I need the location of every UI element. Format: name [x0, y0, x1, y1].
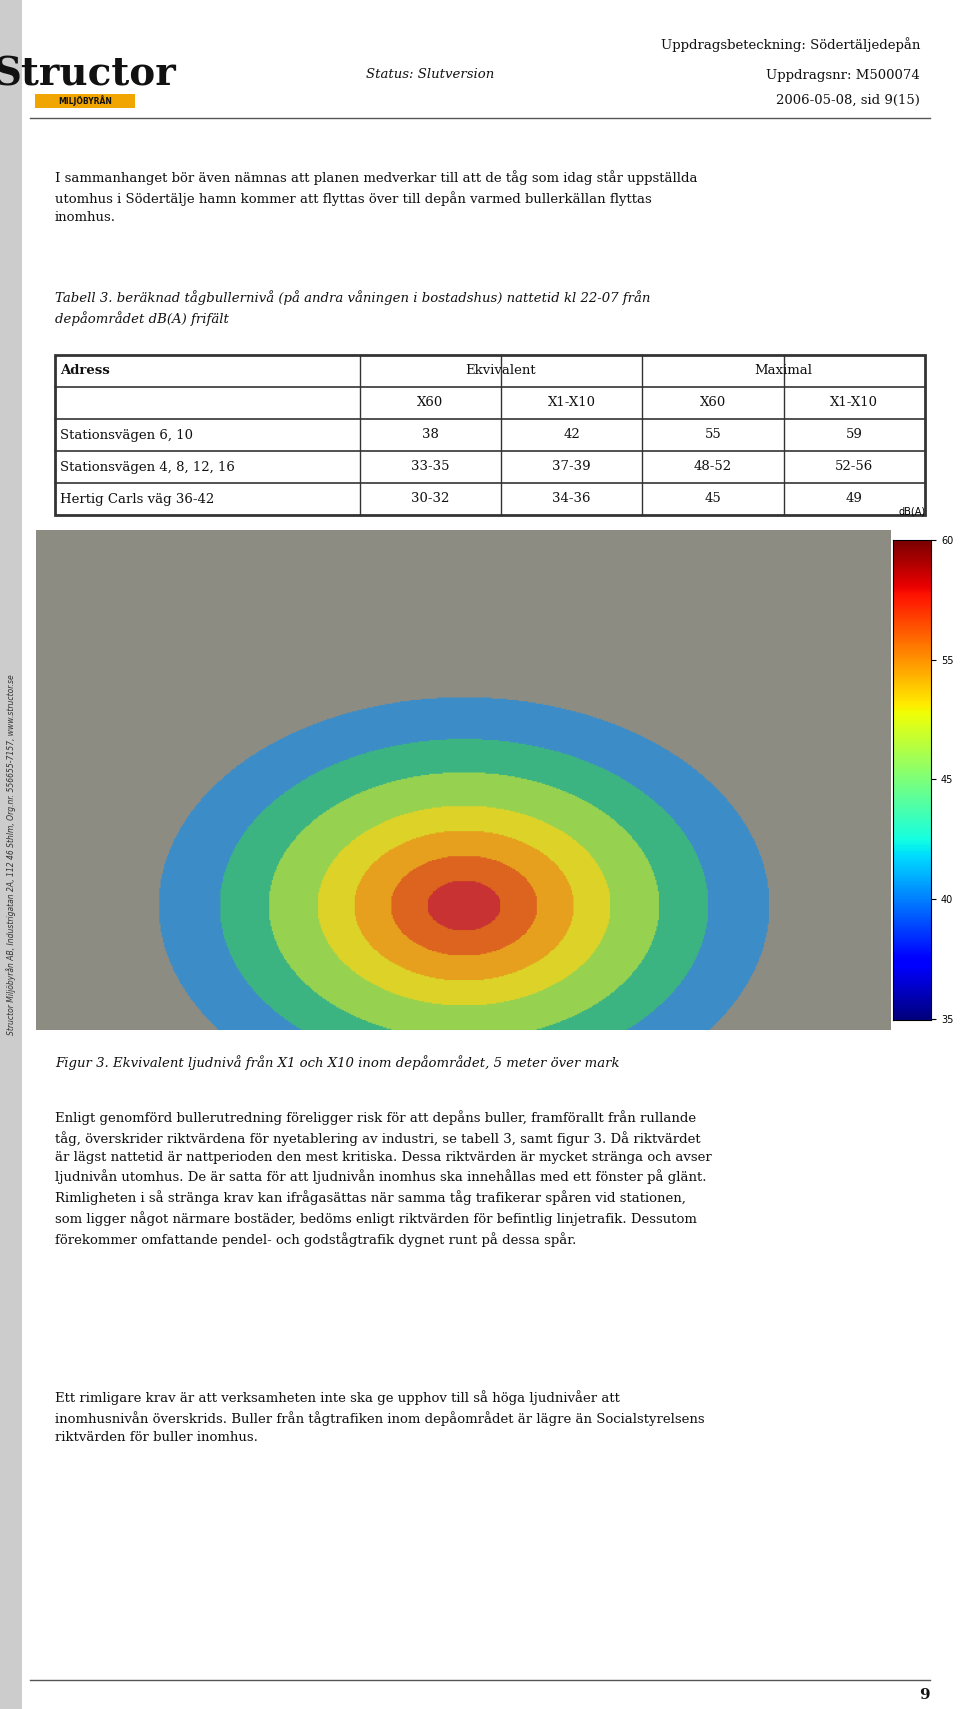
- Bar: [35, 94, 135, 108]
- Text: Hertig Carls väg 36-42: Hertig Carls väg 36-42: [60, 492, 214, 506]
- Bar: [0, 0, 22, 1709]
- Text: Stationsvägen 4, 8, 12, 16: Stationsvägen 4, 8, 12, 16: [60, 460, 235, 473]
- Text: 9: 9: [920, 1688, 930, 1702]
- Text: 42: 42: [564, 429, 580, 441]
- Text: Enligt genomförd bullerutredning föreligger risk för att depåns buller, framföra: Enligt genomförd bullerutredning förelig…: [55, 1111, 711, 1248]
- Text: 33-35: 33-35: [411, 460, 449, 473]
- Text: 34-36: 34-36: [552, 492, 590, 506]
- Text: X1-X10: X1-X10: [547, 396, 595, 410]
- Text: 37-39: 37-39: [552, 460, 590, 473]
- Text: Adress: Adress: [60, 364, 109, 378]
- Text: 2006-05-08, sid 9(15): 2006-05-08, sid 9(15): [776, 94, 920, 106]
- Text: 49: 49: [846, 492, 863, 506]
- Text: X60: X60: [700, 396, 726, 410]
- Text: Tabell 3. beräknad tågbullernivå (på andra våningen i bostadshus) nattetid kl 22: Tabell 3. beräknad tågbullernivå (på and…: [55, 291, 650, 326]
- Text: Figur 3. Ekvivalent ljudnivå från X1 och X10 inom depåområdet, 5 meter över mark: Figur 3. Ekvivalent ljudnivå från X1 och…: [55, 1054, 619, 1070]
- Bar: [55, 355, 925, 514]
- Text: 59: 59: [846, 429, 863, 441]
- Text: Uppdragsnr: M500074: Uppdragsnr: M500074: [766, 68, 920, 82]
- Text: X1-X10: X1-X10: [830, 396, 878, 410]
- Text: Structor: Structor: [0, 56, 177, 94]
- Text: Ekvivalent: Ekvivalent: [466, 364, 537, 378]
- Text: 55: 55: [705, 429, 721, 441]
- Text: 30-32: 30-32: [411, 492, 449, 506]
- Text: dB(A): dB(A): [899, 506, 925, 516]
- Text: 48-52: 48-52: [694, 460, 732, 473]
- Text: X60: X60: [417, 396, 444, 410]
- Text: Status: Slutversion: Status: Slutversion: [366, 68, 494, 82]
- Text: 38: 38: [421, 429, 439, 441]
- Text: Maximal: Maximal: [755, 364, 812, 378]
- Text: Uppdragsbeteckning: Södertäljedepån: Uppdragsbeteckning: Södertäljedepån: [660, 38, 920, 53]
- Text: 52-56: 52-56: [835, 460, 874, 473]
- Text: Structor Miljöbyrån AB, Industrigatan 2A, 112 46 Sthlm, Org.nr. 556655-7157, www: Structor Miljöbyrån AB, Industrigatan 2A…: [6, 673, 16, 1036]
- Text: MILJÖBYRÅN: MILJÖBYRÅN: [58, 96, 112, 106]
- Text: Stationsvägen 6, 10: Stationsvägen 6, 10: [60, 429, 193, 441]
- Text: Ett rimligare krav är att verksamheten inte ska ge upphov till så höga ljudnivåe: Ett rimligare krav är att verksamheten i…: [55, 1389, 705, 1444]
- Text: I sammanhanget bör även nämnas att planen medverkar till att de tåg som idag stå: I sammanhanget bör även nämnas att plane…: [55, 169, 698, 224]
- Text: 45: 45: [705, 492, 721, 506]
